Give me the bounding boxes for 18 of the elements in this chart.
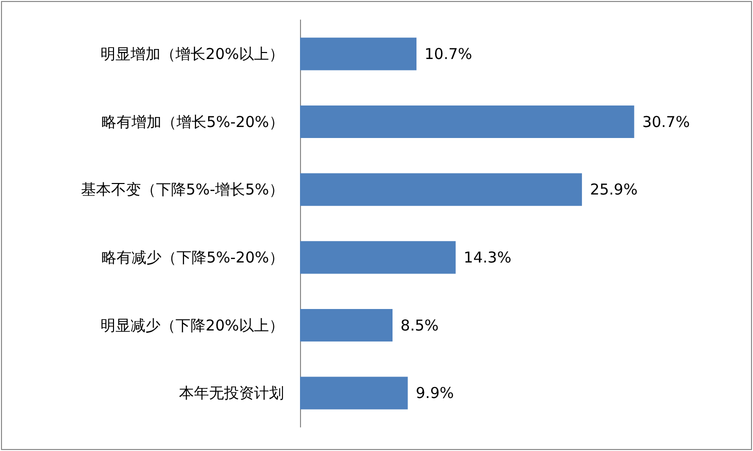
bar: [300, 376, 408, 410]
y-tick-label: 略有减少（下降5%-20%）: [101, 248, 284, 266]
data-label: 8.5%: [400, 316, 439, 334]
bar: [300, 38, 416, 70]
bar: [300, 105, 634, 138]
data-label: 14.3%: [464, 248, 512, 266]
data-label: 10.7%: [424, 44, 472, 63]
y-tick-label: 略有增加（增长5%-20%）: [101, 112, 284, 131]
data-label: 25.9%: [590, 180, 638, 199]
y-tick-label: 明显增加（增长20%以上）: [100, 44, 284, 63]
bar: [300, 241, 456, 274]
bar: [300, 308, 393, 342]
y-tick-label: 明显减少（下降20%以上）: [100, 316, 284, 334]
y-tick-label: 本年无投资计划: [179, 384, 284, 402]
y-tick-label: 基本不变（下降5%-增长5%）: [80, 180, 284, 199]
data-label: 30.7%: [642, 112, 690, 131]
bar: [300, 173, 582, 206]
data-label: 9.9%: [416, 384, 454, 402]
